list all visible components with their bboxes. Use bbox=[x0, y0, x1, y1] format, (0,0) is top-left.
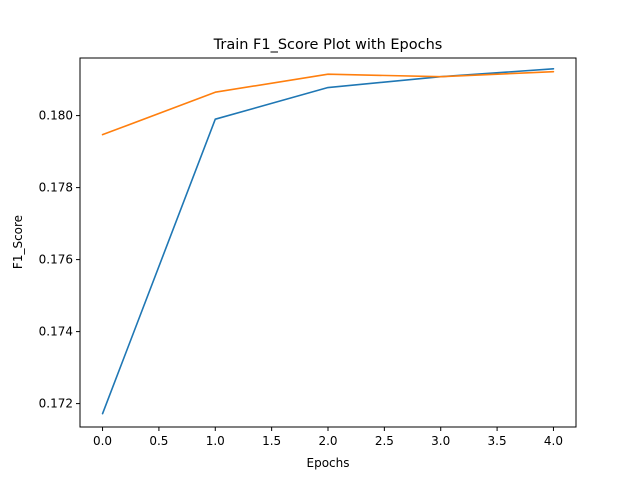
x-axis-label: Epochs bbox=[307, 456, 350, 470]
plot-frame bbox=[79, 57, 577, 428]
y-tick-label: 0.172 bbox=[39, 397, 73, 411]
x-tick-label: 3.5 bbox=[488, 434, 507, 448]
series-line-1 bbox=[101, 68, 555, 415]
y-tick-label: 0.180 bbox=[39, 109, 73, 123]
y-tick-label: 0.178 bbox=[39, 181, 73, 195]
chart-title: Train F1_Score Plot with Epochs bbox=[213, 37, 443, 53]
x-tick-label: 1.0 bbox=[206, 434, 225, 448]
y-tick-label: 0.174 bbox=[39, 325, 73, 339]
x-tick-label: 3.0 bbox=[431, 434, 450, 448]
x-tick-label: 0.0 bbox=[93, 434, 112, 448]
x-tick-label: 1.5 bbox=[262, 434, 281, 448]
y-axis-label: F1_Score bbox=[11, 215, 25, 269]
y-axis: 0.172 0.174 0.176 0.178 0.180 bbox=[39, 109, 80, 411]
x-axis: 0.0 0.5 1.0 1.5 2.0 2.5 3.0 3.5 4.0 bbox=[93, 427, 563, 448]
x-tick-label: 2.5 bbox=[375, 434, 394, 448]
x-tick-label: 2.0 bbox=[318, 434, 337, 448]
series-layer bbox=[101, 68, 555, 415]
x-tick-label: 0.5 bbox=[149, 434, 168, 448]
x-tick-label: 4.0 bbox=[544, 434, 563, 448]
series-line-2 bbox=[101, 70, 555, 136]
y-tick-label: 0.176 bbox=[39, 253, 73, 267]
